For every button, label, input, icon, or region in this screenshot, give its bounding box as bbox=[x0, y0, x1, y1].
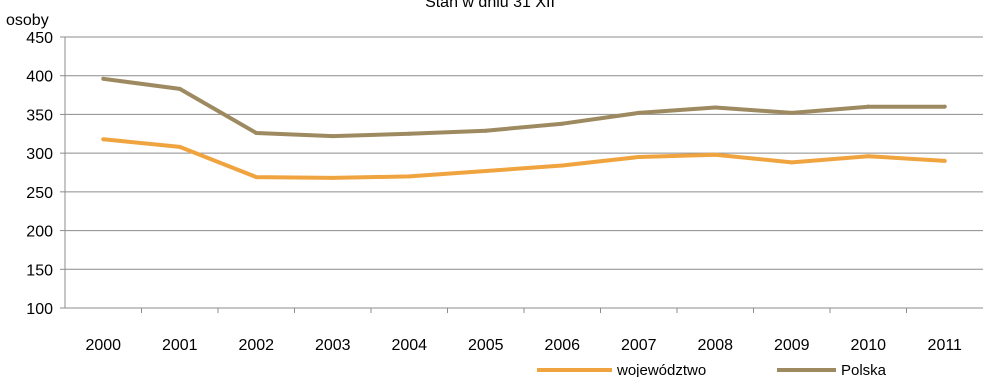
data-point bbox=[713, 152, 718, 157]
x-tick-label: 2001 bbox=[162, 337, 198, 354]
x-tick-label: 2006 bbox=[544, 337, 580, 354]
series-line-0 bbox=[103, 137, 945, 180]
y-tick-label: 300 bbox=[26, 146, 53, 163]
x-tick-label: 2002 bbox=[238, 337, 274, 354]
y-tick-label: 250 bbox=[26, 185, 53, 202]
x-tick-label: 2005 bbox=[468, 337, 504, 354]
y-tick-label: 150 bbox=[26, 262, 53, 279]
data-point bbox=[177, 86, 182, 91]
legend-label: Polska bbox=[841, 362, 887, 377]
x-tick-label: 2010 bbox=[850, 337, 886, 354]
y-tick-label: 400 bbox=[26, 69, 53, 86]
x-tick-label: 2008 bbox=[697, 337, 733, 354]
data-point bbox=[942, 104, 947, 109]
data-point bbox=[330, 175, 335, 180]
data-point bbox=[866, 104, 871, 109]
x-tick-labels: 2000 2001 2002 2003 2004 2005 2006 2007 2008 2009… bbox=[85, 337, 962, 354]
data-point bbox=[483, 168, 488, 173]
data-point bbox=[789, 160, 794, 165]
x-tick-label: 2004 bbox=[391, 337, 427, 354]
x-tick-label: 2003 bbox=[315, 337, 351, 354]
data-point bbox=[407, 131, 412, 136]
y-tick-label: 350 bbox=[26, 107, 53, 124]
data-point bbox=[254, 175, 259, 180]
series-line-1 bbox=[103, 76, 945, 139]
series-lines bbox=[101, 76, 947, 180]
data-point bbox=[636, 155, 641, 160]
y-tick-label: 100 bbox=[26, 301, 53, 318]
x-tick-label: 2007 bbox=[621, 337, 657, 354]
axes bbox=[60, 36, 983, 313]
data-point bbox=[407, 174, 412, 179]
data-point bbox=[942, 158, 947, 163]
x-tick-label: 2011 bbox=[928, 337, 963, 354]
data-point bbox=[101, 76, 106, 81]
data-point bbox=[101, 137, 106, 142]
y-axis-label: osoby bbox=[6, 12, 49, 29]
data-point bbox=[177, 144, 182, 149]
data-point bbox=[483, 128, 488, 133]
data-point bbox=[560, 121, 565, 126]
data-point bbox=[789, 110, 794, 115]
x-tick-label: 2000 bbox=[85, 337, 121, 354]
data-point bbox=[866, 154, 871, 159]
data-point bbox=[713, 105, 718, 110]
x-tick-label: 2009 bbox=[774, 337, 810, 354]
y-tick-labels: 100 150 200 250 300 350 400 450 bbox=[26, 30, 53, 318]
y-tick-label: 450 bbox=[26, 30, 53, 47]
data-point bbox=[636, 110, 641, 115]
data-point bbox=[560, 163, 565, 168]
data-point bbox=[254, 131, 259, 136]
legend-label: województwo bbox=[616, 362, 706, 377]
y-tick-label: 200 bbox=[26, 224, 53, 241]
data-point bbox=[330, 134, 335, 139]
legend: województwo Polska bbox=[537, 362, 887, 377]
gridlines bbox=[65, 36, 983, 270]
chart-title: Stan w dniu 31 XII bbox=[425, 0, 555, 11]
